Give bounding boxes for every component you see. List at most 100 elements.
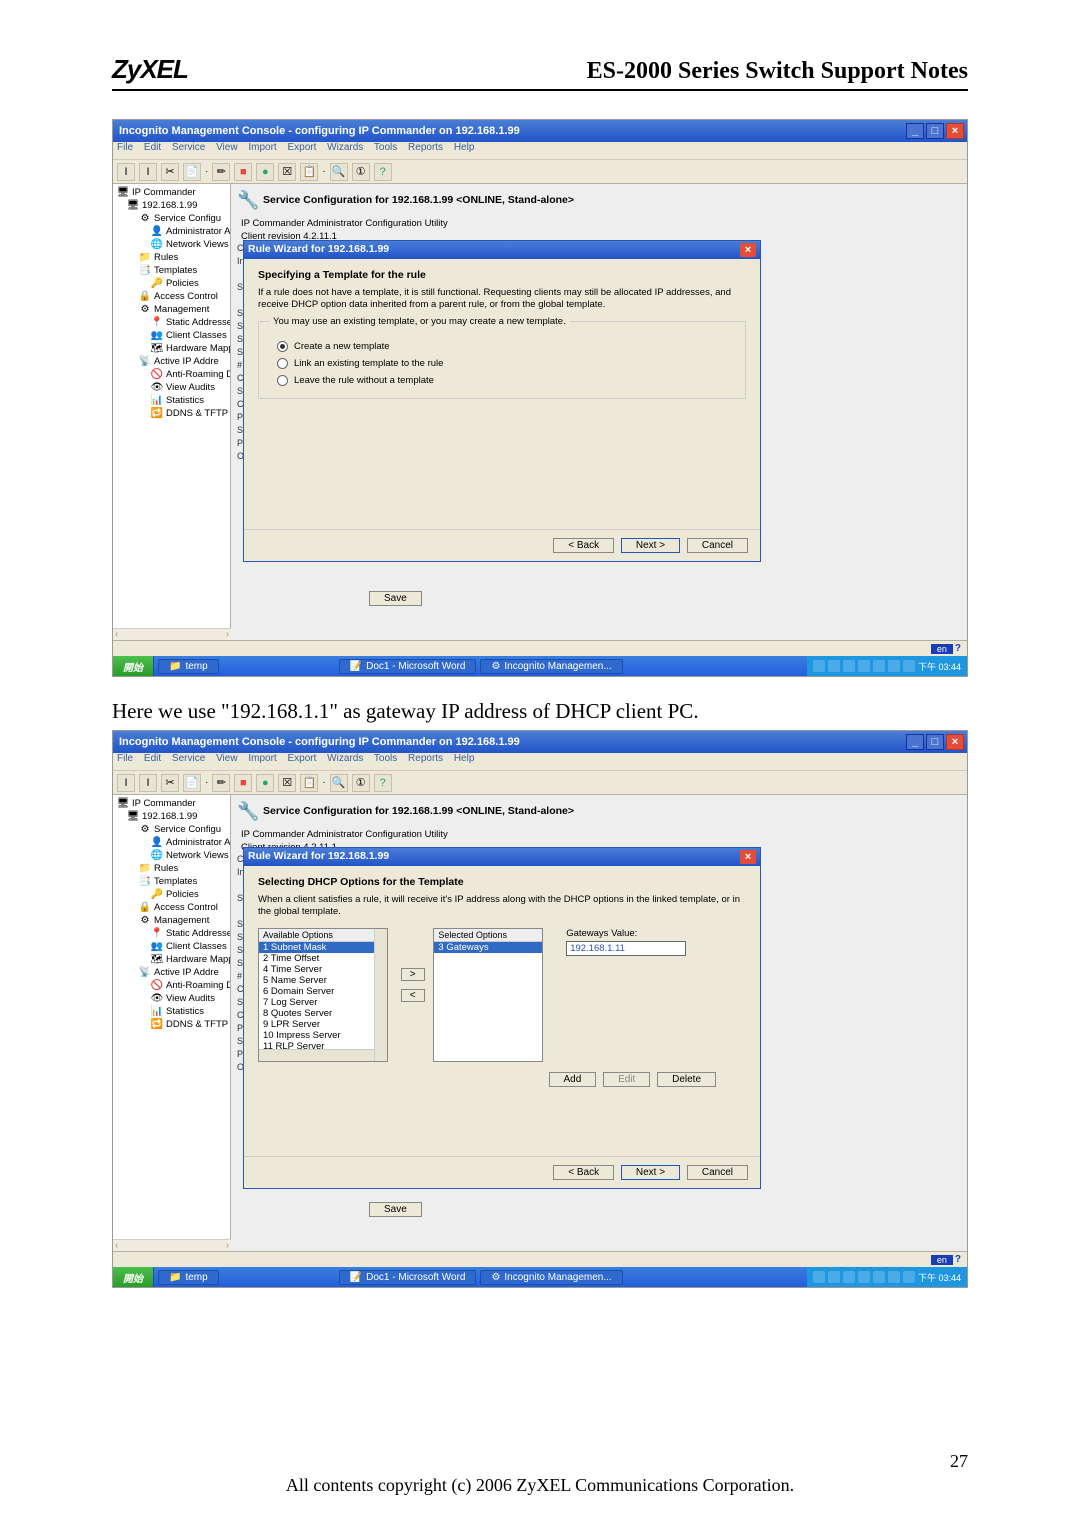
tb-6[interactable]: ■: [234, 774, 252, 792]
menu-service[interactable]: Service: [172, 142, 205, 153]
menu-help[interactable]: Help: [454, 142, 475, 153]
tray-icon[interactable]: [903, 660, 915, 672]
menu-export[interactable]: Export: [287, 142, 316, 153]
tree-node[interactable]: 📑Templates: [115, 264, 228, 276]
cancel-button[interactable]: Cancel: [687, 538, 748, 553]
tb-5[interactable]: ✏: [212, 774, 230, 792]
tray-icon[interactable]: [858, 660, 870, 672]
tb-12[interactable]: ?: [374, 163, 392, 181]
wizard-close-button[interactable]: ×: [740, 243, 756, 257]
status-help-icon[interactable]: ?: [955, 1254, 961, 1265]
tree-node[interactable]: 🗺Hardware Mapp: [115, 953, 228, 965]
radio-create[interactable]: [277, 341, 288, 352]
status-help-icon[interactable]: ?: [955, 643, 961, 654]
task-word[interactable]: 📝Doc1 - Microsoft Word: [339, 1270, 477, 1285]
menu-export[interactable]: Export: [287, 753, 316, 764]
tree-node[interactable]: 🔑Policies: [115, 277, 228, 289]
available-option[interactable]: 1 Subnet Mask: [259, 942, 387, 953]
available-option[interactable]: 2 Time Offset: [259, 953, 387, 964]
menu-tools[interactable]: Tools: [374, 142, 397, 153]
next-button[interactable]: Next >: [621, 1165, 680, 1180]
available-options-list[interactable]: Available Options 1 Subnet Mask2 Time Of…: [258, 928, 388, 1062]
save-button[interactable]: Save: [369, 591, 422, 606]
tree-node[interactable]: 🔒Access Control: [115, 901, 228, 913]
radio-leave[interactable]: [277, 375, 288, 386]
scroll-right-icon[interactable]: ›: [226, 629, 229, 640]
radio-link[interactable]: [277, 358, 288, 369]
task-temp[interactable]: 📁temp: [158, 1270, 219, 1285]
menu-wizards[interactable]: Wizards: [327, 142, 363, 153]
tree-node[interactable]: ⚙Management: [115, 914, 228, 926]
start-button[interactable]: 開始: [113, 656, 154, 676]
add-button[interactable]: Add: [549, 1072, 597, 1087]
menu-service[interactable]: Service: [172, 753, 205, 764]
selected-options-list[interactable]: Selected Options 3 Gateways: [433, 928, 543, 1062]
tb-7[interactable]: ●: [256, 163, 274, 181]
tb-7[interactable]: ●: [256, 774, 274, 792]
menu-view[interactable]: View: [216, 753, 238, 764]
tb-4[interactable]: 📄: [183, 774, 201, 792]
min-button[interactable]: _: [906, 734, 924, 750]
menu-reports[interactable]: Reports: [408, 142, 443, 153]
tree-node[interactable]: 🗺Hardware Mapp: [115, 342, 228, 354]
tray-icon[interactable]: [828, 1271, 840, 1283]
tree-node[interactable]: 📁Rules: [115, 251, 228, 263]
tb-1[interactable]: I: [117, 163, 135, 181]
selected-option[interactable]: 3 Gateways: [434, 942, 542, 953]
tree-node[interactable]: 🖥192.168.1.99: [115, 199, 228, 211]
max-button[interactable]: □: [926, 734, 944, 750]
start-button[interactable]: 開始: [113, 1267, 154, 1287]
available-option[interactable]: 7 Log Server: [259, 997, 387, 1008]
cancel-button[interactable]: Cancel: [687, 1165, 748, 1180]
tree-node[interactable]: 👁View Audits: [115, 381, 228, 393]
tb-5[interactable]: ✏: [212, 163, 230, 181]
tb-2[interactable]: I: [139, 163, 157, 181]
tree-node[interactable]: 📊Statistics: [115, 394, 228, 406]
tb-3[interactable]: ✂: [161, 774, 179, 792]
task-imc[interactable]: ⚙Incognito Managemen...: [480, 1270, 622, 1285]
tray-icon[interactable]: [828, 660, 840, 672]
tray-icon[interactable]: [813, 1271, 825, 1283]
tray-icon[interactable]: [888, 1271, 900, 1283]
max-button[interactable]: □: [926, 123, 944, 139]
tree-node[interactable]: ⚙Service Configu: [115, 212, 228, 224]
tb-11[interactable]: ①: [352, 774, 370, 792]
min-button[interactable]: _: [906, 123, 924, 139]
tb-2[interactable]: I: [139, 774, 157, 792]
task-imc[interactable]: ⚙Incognito Managemen...: [480, 659, 622, 674]
tree-node[interactable]: 🚫Anti-Roaming D: [115, 368, 228, 380]
move-left-button[interactable]: <: [401, 989, 425, 1002]
menu-edit[interactable]: Edit: [144, 142, 161, 153]
menu-reports[interactable]: Reports: [408, 753, 443, 764]
tree-node[interactable]: 📡Active IP Addre: [115, 355, 228, 367]
close-button[interactable]: ×: [946, 734, 964, 750]
available-option[interactable]: 9 LPR Server: [259, 1019, 387, 1030]
tb-6[interactable]: ■: [234, 163, 252, 181]
back-button[interactable]: < Back: [553, 538, 614, 553]
menu-wizards[interactable]: Wizards: [327, 753, 363, 764]
menu-edit[interactable]: Edit: [144, 753, 161, 764]
tree-node[interactable]: 👥Client Classes: [115, 329, 228, 341]
delete-button[interactable]: Delete: [657, 1072, 716, 1087]
tree-node[interactable]: 🖥IP Commander: [115, 186, 228, 198]
task-word[interactable]: 📝Doc1 - Microsoft Word: [339, 659, 477, 674]
tray-icon[interactable]: [843, 660, 855, 672]
tree-node[interactable]: 📍Static Addresse: [115, 316, 228, 328]
tree-node[interactable]: 🖥IP Commander: [115, 797, 228, 809]
tray-icon[interactable]: [858, 1271, 870, 1283]
available-option[interactable]: 10 Impress Server: [259, 1030, 387, 1041]
menu-file[interactable]: File: [117, 753, 133, 764]
tray-icon[interactable]: [843, 1271, 855, 1283]
available-option[interactable]: 6 Domain Server: [259, 986, 387, 997]
tb-1[interactable]: I: [117, 774, 135, 792]
tree-node[interactable]: 📁Rules: [115, 862, 228, 874]
wizard-close-button[interactable]: ×: [740, 850, 756, 864]
tree-node[interactable]: 🔁DDNS & TFTP: [115, 1018, 228, 1030]
tree-node[interactable]: 📑Templates: [115, 875, 228, 887]
tree-node[interactable]: 👥Client Classes: [115, 940, 228, 952]
tree-node[interactable]: 🔁DDNS & TFTP: [115, 407, 228, 419]
menu-import[interactable]: Import: [248, 753, 276, 764]
tb-3[interactable]: ✂: [161, 163, 179, 181]
tb-8[interactable]: ☒: [278, 163, 296, 181]
menu-import[interactable]: Import: [248, 142, 276, 153]
